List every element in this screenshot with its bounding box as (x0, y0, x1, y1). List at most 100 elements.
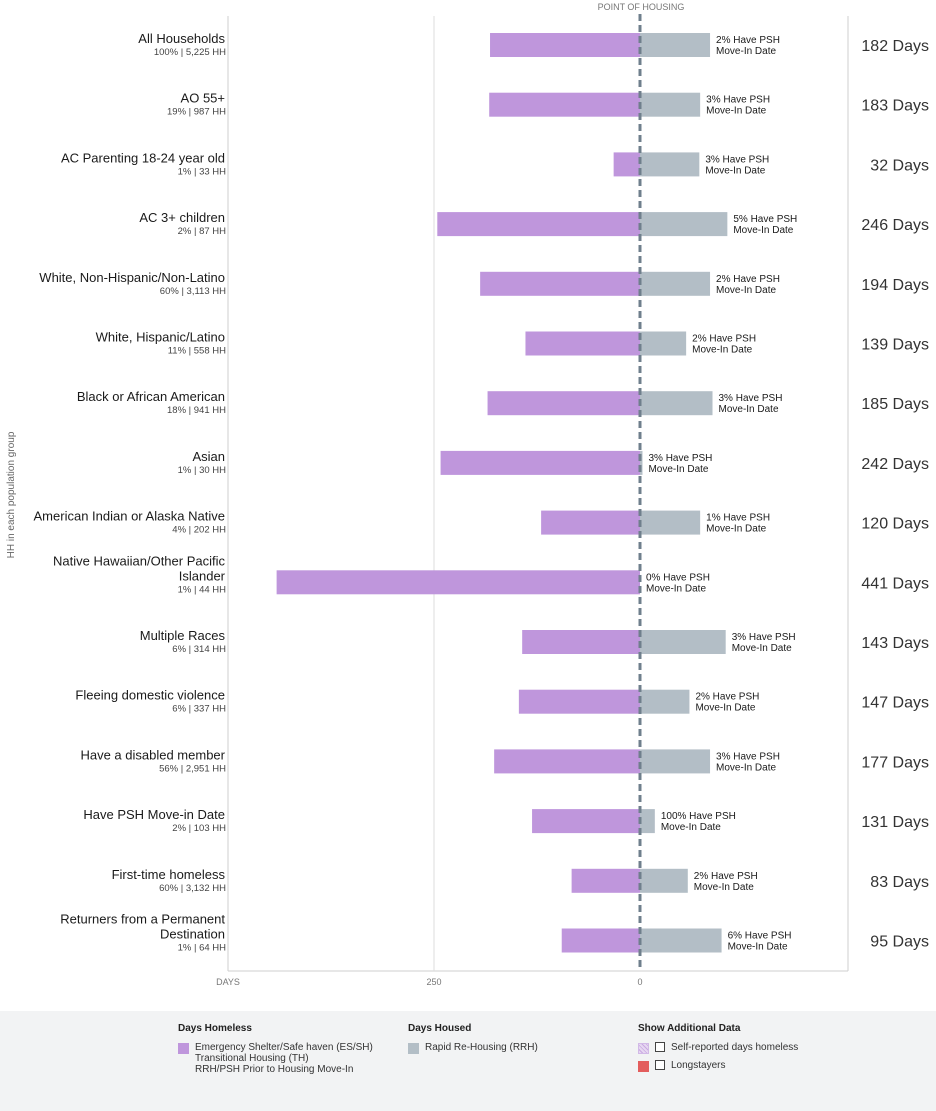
days-housed-bar[interactable] (640, 749, 711, 774)
group-sub-label: 56% | 2,951 HH (159, 763, 226, 774)
psh-label-line2: Move-In Date (719, 404, 779, 415)
psh-label-line1: 100% Have PSH (661, 811, 736, 822)
self-reported-checkbox[interactable] (655, 1042, 665, 1052)
days-housed-bar[interactable] (640, 271, 711, 296)
legend-homeless-swatch (178, 1043, 189, 1054)
legend-days-homeless: Days Homeless Emergency Shelter/Safe hav… (178, 1023, 373, 1081)
days-housed-bar[interactable] (640, 391, 713, 416)
total-days-label: 177 Days (861, 754, 929, 771)
psh-label-line2: Move-In Date (646, 583, 706, 594)
days-homeless-bar[interactable] (532, 809, 640, 834)
days-housed-bar[interactable] (640, 689, 690, 714)
psh-label-line2: Move-In Date (648, 464, 708, 475)
diverging-bar-chart: DAYS 250 0 POINT OF HOUSING HH in each popul… (6, 2, 929, 987)
days-homeless-bar[interactable] (571, 868, 640, 893)
group-label: White, Non-Hispanic/Non-Latino (39, 270, 225, 285)
days-homeless-bar[interactable] (525, 331, 640, 356)
psh-label-line2: Move-In Date (733, 225, 793, 236)
psh-label-line1: 2% Have PSH (695, 692, 759, 703)
group-sub-label: 11% | 558 HH (168, 346, 226, 357)
legend-longstayers-swatch (638, 1061, 649, 1072)
legend-panel: Days Homeless Emergency Shelter/Safe hav… (0, 1011, 936, 1111)
days-homeless-bar[interactable] (613, 152, 640, 177)
group-label: Islander (179, 568, 226, 583)
legend-th-label: Transitional Housing (TH) (195, 1053, 309, 1064)
psh-label-line1: 3% Have PSH (705, 154, 769, 165)
legend-longstayers-label: Longstayers (671, 1060, 726, 1071)
group-label: AO 55+ (181, 91, 225, 106)
legend-days-housed: Days Housed Rapid Re-Housing (RRH) (408, 1023, 538, 1060)
total-days-label: 182 Days (861, 38, 929, 55)
group-sub-label: 60% | 3,113 HH (160, 286, 226, 297)
days-housed-bar[interactable] (640, 510, 701, 535)
group-label: Have a disabled member (80, 747, 225, 762)
legend-additional-data: Show Additional Data Self-reported days … (638, 1023, 798, 1078)
days-housed-bar[interactable] (640, 331, 687, 356)
days-housed-bar[interactable] (640, 868, 688, 893)
legend-rrh-psh-label: RRH/PSH Prior to Housing Move-In (195, 1064, 354, 1075)
psh-label-line1: 3% Have PSH (732, 632, 796, 643)
days-housed-bar[interactable] (640, 928, 722, 953)
psh-label-line2: Move-In Date (728, 942, 788, 953)
days-homeless-bar[interactable] (561, 928, 640, 953)
days-housed-bar[interactable] (640, 809, 655, 834)
psh-label-line1: 0% Have PSH (646, 572, 710, 583)
group-sub-label: 2% | 87 HH (178, 226, 227, 237)
total-days-label: 183 Days (861, 98, 929, 115)
psh-label-line1: 6% Have PSH (728, 931, 792, 942)
days-homeless-bar[interactable] (487, 391, 640, 416)
group-label: Destination (160, 927, 225, 942)
days-homeless-bar[interactable] (276, 570, 640, 595)
psh-label-line1: 3% Have PSH (648, 453, 712, 464)
group-sub-label: 4% | 202 HH (172, 525, 226, 536)
days-homeless-bar[interactable] (440, 450, 640, 475)
days-homeless-bar[interactable] (522, 630, 640, 654)
psh-label-line1: 1% Have PSH (706, 513, 770, 524)
psh-label-line2: Move-In Date (661, 822, 721, 833)
total-days-label: 441 Days (861, 575, 929, 592)
days-housed-bar[interactable] (640, 630, 726, 654)
days-housed-bar[interactable] (640, 212, 728, 237)
psh-label-line1: 2% Have PSH (716, 274, 780, 285)
group-sub-label: 6% | 314 HH (172, 644, 226, 655)
chart-area: DAYS 250 0 POINT OF HOUSING HH in each popul… (6, 2, 929, 987)
group-label: Fleeing domestic violence (75, 688, 225, 703)
group-label: White, Hispanic/Latino (96, 330, 225, 345)
days-homeless-bar[interactable] (480, 271, 640, 296)
legend-additional-title: Show Additional Data (638, 1023, 741, 1034)
group-label: First-time homeless (112, 867, 226, 882)
days-homeless-bar[interactable] (541, 510, 640, 535)
days-homeless-bar[interactable] (518, 689, 640, 714)
psh-label-line1: 3% Have PSH (719, 393, 783, 404)
psh-label-line2: Move-In Date (716, 46, 776, 57)
x-tick-label: 250 (426, 977, 441, 987)
days-homeless-bar[interactable] (489, 92, 640, 117)
longstayers-checkbox[interactable] (655, 1060, 665, 1070)
days-housed-bar[interactable] (640, 450, 643, 475)
psh-label-line2: Move-In Date (706, 524, 766, 535)
legend-days-housed-title: Days Housed (408, 1023, 472, 1034)
psh-label-line1: 2% Have PSH (716, 35, 780, 46)
days-homeless-bar[interactable] (437, 212, 640, 237)
total-days-label: 242 Days (861, 456, 929, 473)
group-sub-label: 1% | 44 HH (178, 584, 227, 595)
psh-label-line1: 2% Have PSH (692, 334, 756, 345)
legend-rrh-label: Rapid Re-Housing (RRH) (425, 1042, 538, 1053)
days-homeless-bar[interactable] (490, 33, 640, 57)
group-sub-label: 1% | 64 HH (178, 943, 227, 954)
psh-label-line2: Move-In Date (705, 165, 765, 176)
days-homeless-bar[interactable] (494, 749, 640, 774)
group-label: AC Parenting 18-24 year old (61, 150, 225, 165)
psh-label-line1: 3% Have PSH (716, 751, 780, 762)
total-days-label: 139 Days (861, 337, 929, 354)
legend-housed-swatch (408, 1043, 419, 1054)
psh-label-line2: Move-In Date (716, 762, 776, 773)
days-housed-bar[interactable] (640, 92, 701, 117)
days-housed-bar[interactable] (640, 152, 700, 177)
group-label: AC 3+ children (139, 210, 225, 225)
group-sub-label: 2% | 103 HH (172, 823, 226, 834)
days-housed-bar[interactable] (640, 33, 711, 57)
psh-label-line2: Move-In Date (694, 882, 754, 893)
group-label: All Households (138, 31, 225, 46)
group-label: Asian (192, 449, 225, 464)
